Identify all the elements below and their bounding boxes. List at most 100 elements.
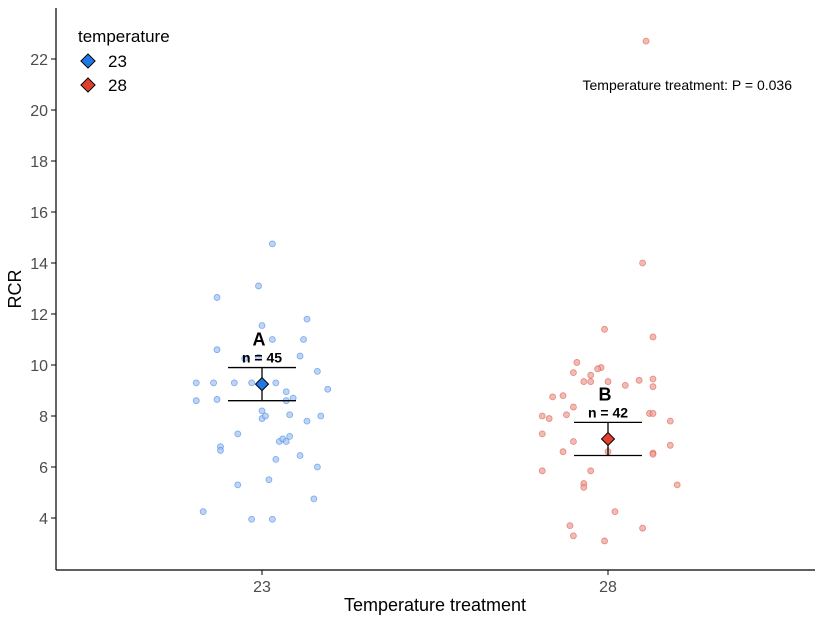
data-point-28-10 (587, 378, 595, 385)
data-point-23-10 (192, 379, 200, 387)
data-point-23-23 (317, 412, 325, 420)
data-point-28-0 (642, 37, 650, 45)
data-point-28-26 (559, 448, 567, 456)
data-point-23-25 (262, 412, 269, 420)
data-point-23-34 (272, 455, 280, 463)
mean-marker-28 (600, 431, 616, 447)
data-point-23-0 (268, 240, 276, 248)
data-point-23-2 (255, 282, 262, 290)
data-point-23-30 (282, 438, 290, 445)
data-point-23-41 (268, 515, 276, 523)
y-tick-label-4: 4 (39, 511, 48, 528)
data-point-28-25 (570, 438, 577, 445)
data-point-28-1 (639, 259, 646, 267)
data-point-23-21 (258, 407, 266, 415)
labels-layer: Temperature treatment RCR Temperature tr… (5, 77, 792, 615)
data-point-28-4 (573, 359, 581, 366)
data-point-28-8 (635, 376, 643, 384)
y-tick-label-22: 22 (30, 52, 48, 69)
data-point-23-18 (282, 388, 290, 396)
legend-title: temperature (78, 27, 170, 46)
data-point-23-44 (241, 355, 249, 363)
data-point-23-6 (300, 336, 307, 343)
data-point-23-16 (192, 397, 200, 405)
data-point-28-7 (570, 369, 577, 377)
data-point-23-13 (248, 379, 256, 387)
significance-letter-23: A (253, 330, 266, 350)
data-point-28-21 (538, 412, 546, 420)
data-point-28-38 (639, 524, 646, 532)
y-axis-title: RCR (5, 270, 25, 309)
y-tick-label-6: 6 (39, 460, 48, 477)
y-tick-label-14: 14 (30, 256, 48, 273)
data-point-23-15 (324, 385, 332, 393)
data-point-28-16 (559, 392, 567, 400)
y-tick-label-8: 8 (39, 409, 48, 426)
data-point-23-33 (296, 452, 304, 459)
mean-marker-23 (254, 376, 270, 392)
data-point-28-36 (566, 522, 574, 530)
legend-label-28: 28 (108, 76, 127, 95)
data-point-28-2 (601, 325, 608, 333)
legend-label-23: 23 (108, 52, 127, 71)
y-tick-label-18: 18 (30, 154, 48, 171)
data-point-23-35 (313, 463, 321, 471)
sample-size-label-23: n = 45 (242, 350, 282, 366)
legend: temperature 23 28 (78, 27, 170, 95)
x-tick-label-28: 28 (599, 579, 617, 596)
data-point-23-39 (199, 508, 207, 516)
data-point-28-23 (666, 417, 674, 425)
y-tick-label-12: 12 (30, 307, 48, 324)
data-point-28-33 (580, 483, 588, 491)
significance-letter-28: B (599, 384, 612, 404)
x-axis-title: Temperature treatment (344, 595, 526, 615)
data-point-28-29 (649, 450, 657, 458)
y-tick-label-20: 20 (30, 103, 48, 120)
data-point-23-17 (213, 396, 221, 403)
data-point-28-39 (601, 537, 608, 545)
data-point-23-12 (230, 379, 238, 387)
data-point-23-37 (234, 481, 242, 489)
data-point-23-22 (286, 411, 294, 419)
data-point-23-1 (213, 294, 221, 301)
legend-key-28 (80, 77, 96, 93)
legend-entry-28: 28 (80, 76, 127, 95)
data-point-28-41 (587, 371, 595, 379)
data-point-28-22 (545, 415, 553, 422)
legend-entry-23: 23 (80, 52, 127, 71)
data-point-28-24 (538, 430, 546, 438)
data-point-28-35 (611, 508, 619, 516)
data-point-23-40 (248, 515, 256, 523)
data-point-28-18 (563, 411, 570, 419)
data-point-23-11 (210, 379, 217, 387)
data-point-23-7 (213, 346, 221, 354)
data-point-23-43 (286, 432, 294, 440)
data-point-23-8 (296, 352, 304, 360)
points-layer (192, 37, 681, 545)
data-point-28-6 (594, 365, 602, 373)
data-point-28-11 (580, 378, 588, 385)
data-point-28-17 (570, 403, 577, 411)
data-point-23-32 (217, 447, 224, 454)
data-point-28-27 (666, 441, 674, 449)
axes-layer: 4 6 8 10 12 14 16 18 20 22 23 28 (30, 8, 815, 596)
data-point-28-31 (538, 467, 546, 475)
data-point-23-3 (303, 315, 311, 323)
data-point-28-20 (649, 410, 657, 417)
data-point-23-36 (265, 476, 273, 484)
data-point-23-14 (272, 379, 280, 387)
data-point-28-37 (570, 532, 577, 540)
data-point-28-30 (587, 467, 595, 475)
data-point-28-15 (549, 393, 557, 401)
sample-size-label-28: n = 42 (588, 404, 628, 420)
data-point-28-3 (649, 333, 657, 341)
y-tick-label-16: 16 (30, 205, 48, 222)
p-value-annotation: Temperature treatment: P = 0.036 (583, 77, 793, 93)
data-point-23-38 (310, 495, 318, 503)
data-point-28-13 (621, 381, 629, 389)
data-point-23-5 (268, 336, 276, 343)
summary-layer: An = 45 Bn = 42 (228, 330, 642, 457)
data-point-28-12 (604, 378, 612, 385)
